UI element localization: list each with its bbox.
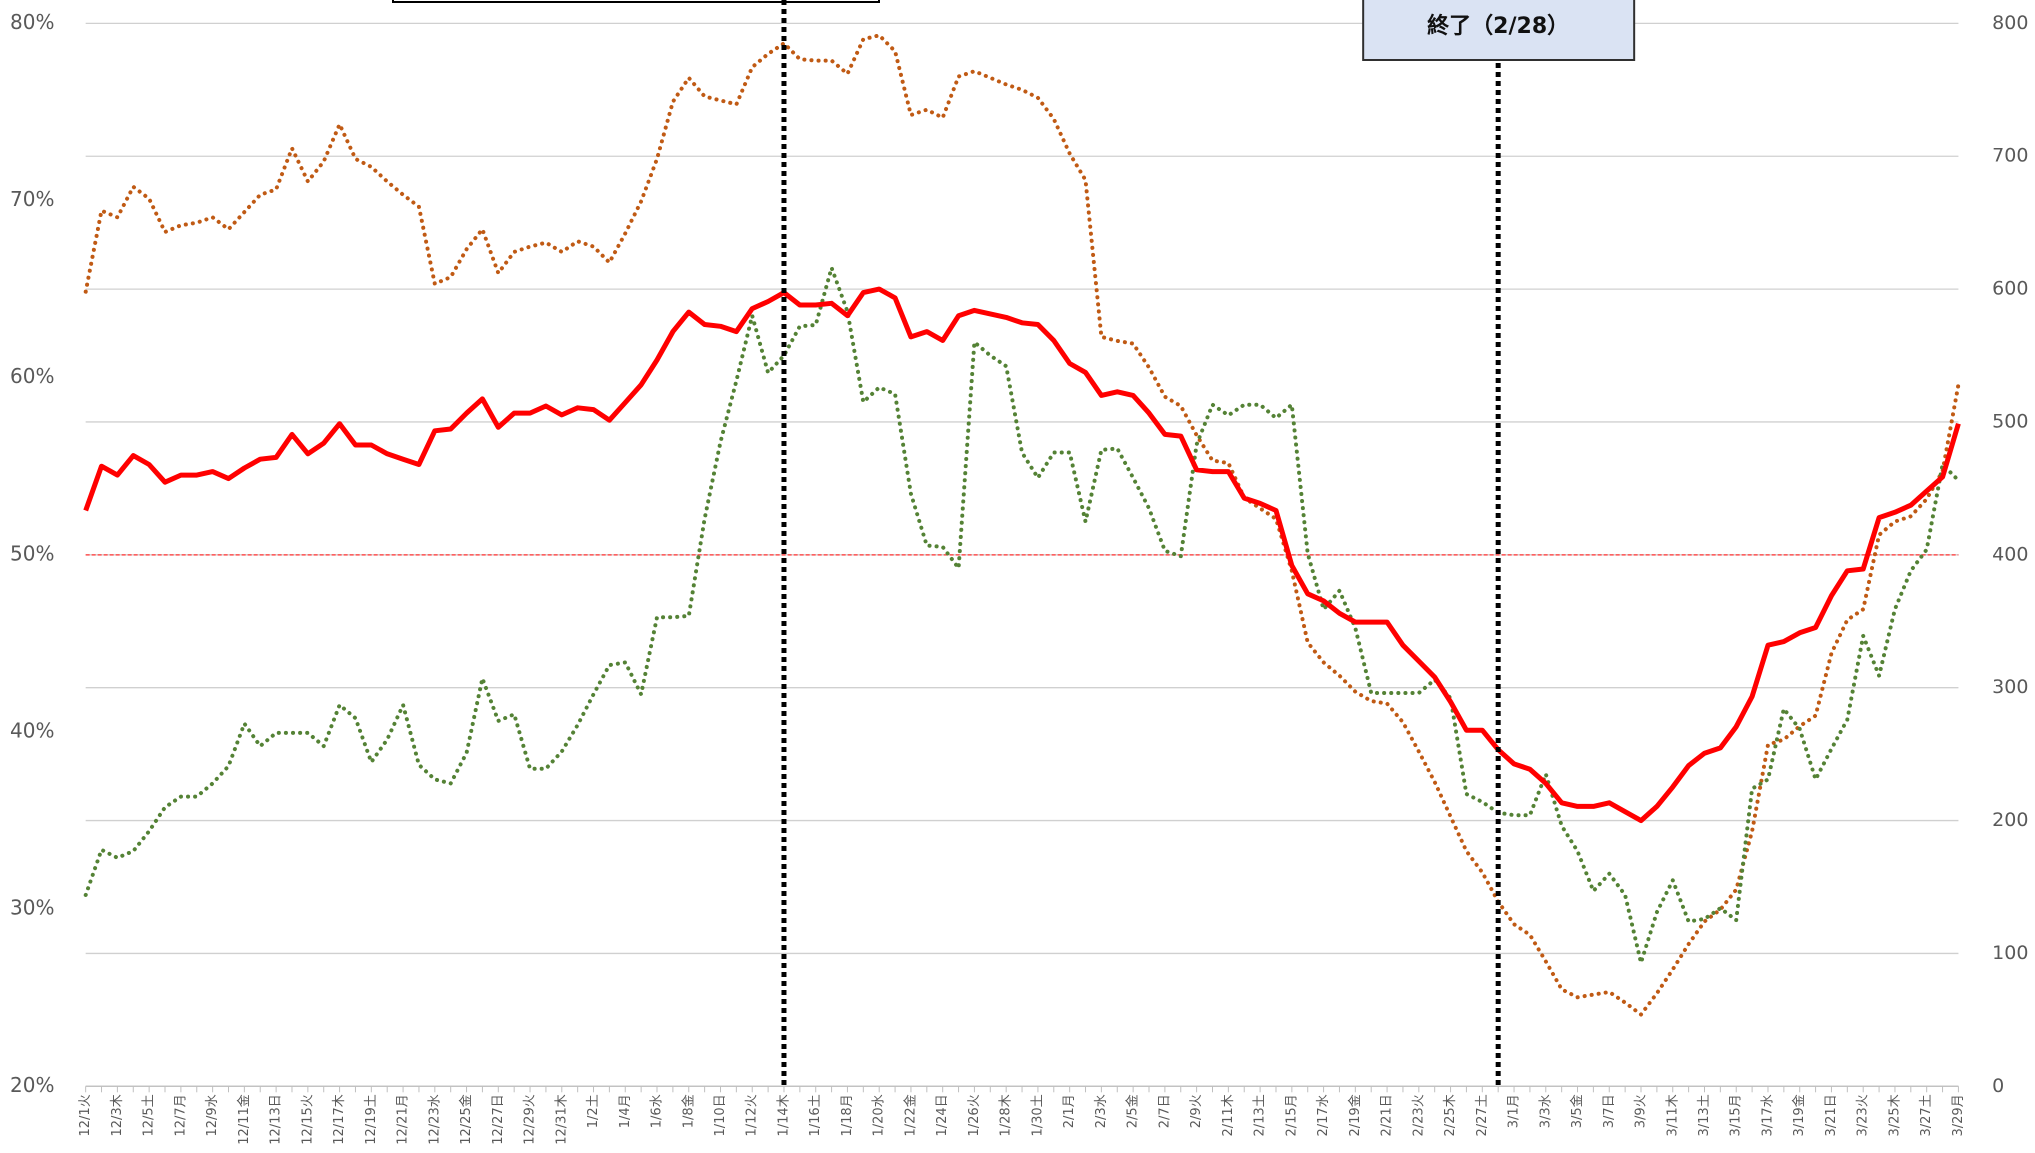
x-tick-label: 2/13土 [1253,1094,1268,1136]
x-tick-label: 1/6水 [650,1094,665,1128]
x-tick-label: 1/26火 [967,1094,982,1136]
x-tick-label: 2/1月 [1062,1094,1077,1128]
x-tick-label: 2/11木 [1221,1094,1236,1136]
x-tick-label: 12/25金 [458,1094,474,1144]
x-tick-label: 1/28木 [999,1094,1014,1136]
y2-tick-label: 700 [1992,145,2028,167]
x-tick-label: 1/10日 [713,1094,728,1136]
x-tick-label: 12/5土 [142,1094,157,1136]
x-tick-label: 3/25木 [1887,1094,1902,1136]
y2-tick-label: 200 [1992,809,2028,831]
x-tick-label: 2/9火 [1189,1094,1204,1128]
x-tick-label: 12/31木 [554,1094,569,1144]
x-tick-label: 3/21日 [1824,1094,1839,1136]
x-tick-label: 3/13土 [1697,1094,1712,1136]
x-tick-label: 3/1月 [1507,1094,1522,1128]
y2-tick-label: 800 [1992,12,2028,34]
x-tick-label: 12/29火 [523,1094,538,1144]
y2-tick-label: 100 [1992,942,2028,964]
x-tick-label: 3/23火 [1856,1094,1871,1136]
x-tick-label: 3/3水 [1538,1094,1553,1128]
x-tick-label: 1/8金 [680,1094,696,1128]
x-tick-label: 12/1火 [78,1094,93,1136]
x-tick-label: 12/13日 [269,1094,284,1144]
x-tick-label: 1/4月 [618,1094,633,1128]
x-tick-label: 1/2土 [586,1094,601,1128]
x-tick-label: 1/18月 [840,1094,855,1136]
y-tick-label: 40% [10,718,54,742]
data-line [83,286,1961,824]
x-tick-label: 12/21月 [396,1094,411,1144]
x-tick-label: 2/27土 [1475,1094,1490,1136]
x-tick-label: 1/12火 [745,1094,760,1136]
x-tick-label: 3/5金 [1569,1094,1585,1128]
y2-tick-label: 0 [1992,1075,2004,1097]
y-tick-label: 30% [10,896,54,920]
x-tick-label: 12/19土 [364,1094,379,1144]
y-tick-label: 20% [10,1073,54,1097]
x-tick-label: 2/23火 [1411,1094,1426,1136]
x-tick-label: 1/20水 [872,1094,887,1136]
x-tick-label: 12/3木 [110,1094,125,1136]
x-tick-label: 12/23水 [427,1094,442,1144]
x-tick-label: 3/29月 [1951,1094,1966,1136]
x-tick-label: 12/15火 [300,1094,315,1144]
x-tick-label: 1/24日 [935,1094,950,1136]
y-tick-label: 50% [10,541,54,565]
y2-tick-label: 300 [1992,676,2028,698]
data-line [83,33,1961,1017]
annotation-box [1362,0,1636,61]
x-tick-label: 2/5金 [1125,1094,1141,1128]
y-tick-label: 80% [10,10,54,34]
x-tick-label: 2/19金 [1347,1094,1363,1136]
y-tick-label: 60% [10,364,54,388]
x-tick-label: 3/7日 [1602,1094,1617,1128]
x-tick-label: 12/17木 [332,1094,347,1144]
x-tick-label: 1/16土 [808,1094,823,1136]
y2-tick-label: 500 [1992,410,2028,432]
x-tick-label: 1/14木 [776,1094,791,1136]
y2-tick-label: 400 [1992,543,2028,565]
y-tick-label: 70% [10,187,54,211]
x-tick-label: 12/27日 [491,1094,506,1144]
x-tick-label: 3/15月 [1729,1094,1744,1136]
x-tick-label: 3/9火 [1634,1094,1649,1128]
x-tick-label: 3/17水 [1760,1094,1775,1136]
x-tick-label: 3/19金 [1791,1094,1807,1136]
x-tick-label: 2/7日 [1157,1094,1172,1128]
data-line [83,265,1961,965]
x-tick-label: 1/30土 [1030,1094,1045,1136]
annotation-text: 終了（2/28） [1427,13,1569,39]
x-tick-label: 2/21日 [1380,1094,1395,1136]
x-tick-label: 2/3水 [1094,1094,1109,1128]
y2-tick-label: 600 [1992,278,2028,300]
x-tick-label: 1/22金 [902,1094,918,1136]
x-tick-label: 3/11木 [1665,1094,1680,1136]
x-tick-label: 2/17水 [1316,1094,1331,1136]
cut-annotation-box [392,0,880,3]
x-tick-label: 12/9水 [205,1094,220,1136]
x-tick-label: 12/7月 [173,1094,188,1136]
x-tick-label: 12/11金 [236,1094,252,1144]
x-tick-label: 2/15月 [1284,1094,1299,1136]
x-tick-label: 2/25木 [1443,1094,1458,1136]
x-tick-label: 3/27土 [1919,1094,1934,1136]
